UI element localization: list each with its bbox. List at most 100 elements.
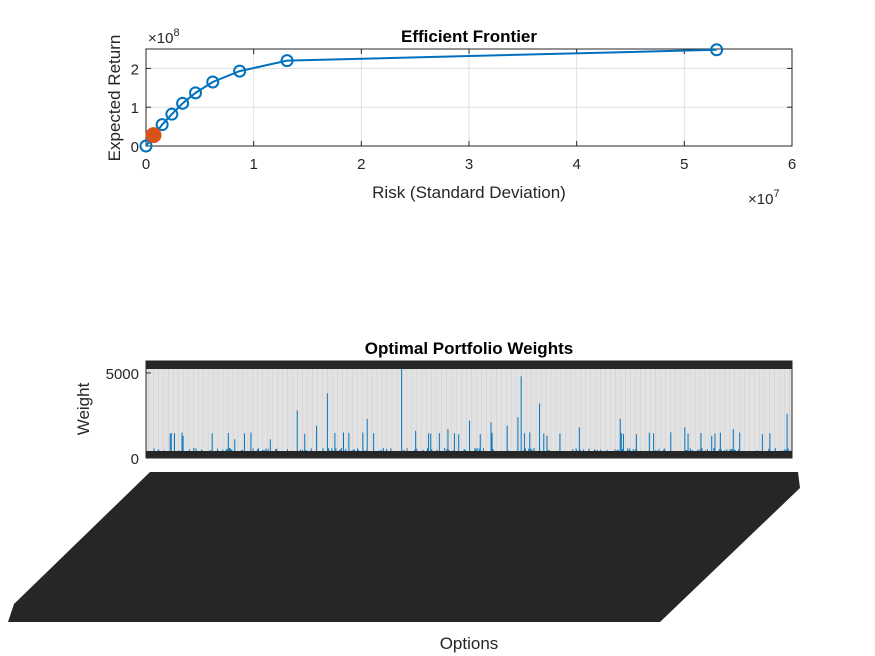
- weight-bar: [719, 432, 721, 458]
- weight-bar: [648, 432, 650, 458]
- frontier-x-exponent-power: 7: [773, 188, 779, 200]
- weight-bar: [348, 432, 350, 458]
- frontier-series: [139, 43, 724, 153]
- weight-bar: [543, 433, 545, 458]
- weight-bar: [529, 432, 531, 458]
- weight-bar: [684, 427, 686, 458]
- weight-bar: [170, 432, 172, 458]
- frontier-point: [280, 54, 294, 68]
- weight-bar: [438, 433, 440, 458]
- weight-bar: [415, 430, 417, 458]
- frontier-x-exponent: ×107: [748, 188, 780, 208]
- frontier-x-exponent-base: ×10: [748, 191, 773, 208]
- weight-bar: [714, 433, 716, 458]
- frontier-point: [233, 64, 247, 78]
- weight-bar: [506, 425, 508, 458]
- weight-bar: [243, 433, 245, 458]
- weight-bar: [269, 439, 271, 458]
- weights-x-label: Options: [440, 634, 499, 653]
- weight-bar: [234, 439, 236, 458]
- weight-bar: [362, 432, 364, 458]
- weight-bar: [491, 432, 493, 458]
- weight-bar: [517, 417, 519, 458]
- weight-bar: [296, 410, 298, 458]
- weight-bar: [250, 432, 252, 458]
- weight-bar: [169, 433, 171, 458]
- frontier-x-tick-label: 1: [249, 156, 257, 173]
- weight-bar: [453, 433, 455, 458]
- frontier-y-exponent-base: ×10: [148, 30, 173, 47]
- weight-bar: [711, 435, 713, 458]
- weights-y-tick-label: 0: [131, 451, 139, 468]
- weight-bar: [619, 418, 621, 458]
- frontier-x-tick-label: 6: [788, 156, 796, 173]
- weight-bar: [343, 432, 344, 458]
- efficient-frontier-chart: 0 1 2 3 4 5 6 0 1 2 Efficient Frontier Risk (Stan…: [105, 27, 796, 208]
- frontier-x-tick-label: 2: [357, 156, 365, 173]
- weight-bar: [316, 425, 318, 458]
- frontier-point: [176, 96, 190, 110]
- weights-category-labels: [8, 472, 800, 622]
- weights-axes-box: [145, 360, 793, 459]
- weight-bar: [401, 362, 403, 458]
- weight-bar: [373, 433, 375, 458]
- frontier-y-exponent-power: 8: [173, 27, 179, 39]
- frontier-y-tick-label: 0: [131, 139, 139, 156]
- weights-ticks: 0 5000: [106, 366, 151, 468]
- frontier-point: [155, 118, 169, 132]
- weight-bar: [211, 433, 213, 458]
- frontier-y-tick-label: 2: [131, 61, 139, 78]
- weight-bar: [559, 433, 561, 458]
- optimal-portfolio-point: [145, 127, 162, 144]
- weight-bar: [469, 420, 470, 458]
- weight-bar: [622, 433, 624, 458]
- weight-bar: [520, 376, 522, 458]
- frontier-x-tick-label: 4: [572, 156, 580, 173]
- frontier-x-label: Risk (Standard Deviation): [372, 183, 566, 202]
- weight-bar: [326, 393, 328, 458]
- frontier-point: [139, 139, 153, 153]
- weight-bar: [739, 432, 741, 458]
- weight-bar: [700, 432, 702, 458]
- weight-bar: [538, 403, 540, 458]
- weights-y-tick-label: 5000: [106, 366, 139, 383]
- weight-bar: [182, 435, 184, 458]
- weight-bar: [430, 433, 432, 458]
- weight-bar: [479, 434, 481, 458]
- weight-bar: [304, 433, 306, 458]
- frontier-point: [710, 43, 724, 57]
- weights-top-tick-band: [146, 361, 792, 369]
- frontier-y-exponent: ×108: [148, 27, 180, 47]
- weight-bar: [769, 433, 771, 458]
- frontier-title: Efficient Frontier: [401, 27, 537, 46]
- weight-bar: [523, 433, 525, 458]
- weight-bar: [428, 433, 430, 458]
- weights-bottom-tick-band: [146, 451, 792, 458]
- weights-y-label: Weight: [74, 382, 93, 435]
- frontier-point: [165, 107, 179, 121]
- weight-bar: [227, 432, 229, 458]
- weight-bar: [458, 434, 460, 458]
- weight-bar: [653, 433, 655, 458]
- category-label-mass: [8, 472, 800, 622]
- weight-bar: [732, 429, 734, 458]
- weights-title: Optimal Portfolio Weights: [365, 339, 573, 358]
- weight-bar: [447, 429, 449, 458]
- frontier-x-tick-label: 5: [680, 156, 688, 173]
- weight-bar: [761, 434, 763, 458]
- frontier-point: [206, 75, 220, 89]
- weight-bar: [334, 433, 336, 458]
- frontier-ticks: 0 1 2 3 4 5 6 0 1 2: [131, 49, 796, 173]
- weight-bar: [181, 432, 183, 458]
- weight-bar: [687, 433, 689, 458]
- weight-bar: [366, 418, 368, 458]
- frontier-x-tick-label: 0: [142, 156, 150, 173]
- weight-bar: [578, 427, 580, 458]
- weight-bar: [635, 434, 637, 458]
- weight-bar: [173, 433, 175, 458]
- weight-bar: [546, 435, 548, 458]
- frontier-point: [189, 86, 203, 100]
- weight-bar: [670, 432, 672, 458]
- frontier-y-tick-label: 1: [131, 100, 139, 117]
